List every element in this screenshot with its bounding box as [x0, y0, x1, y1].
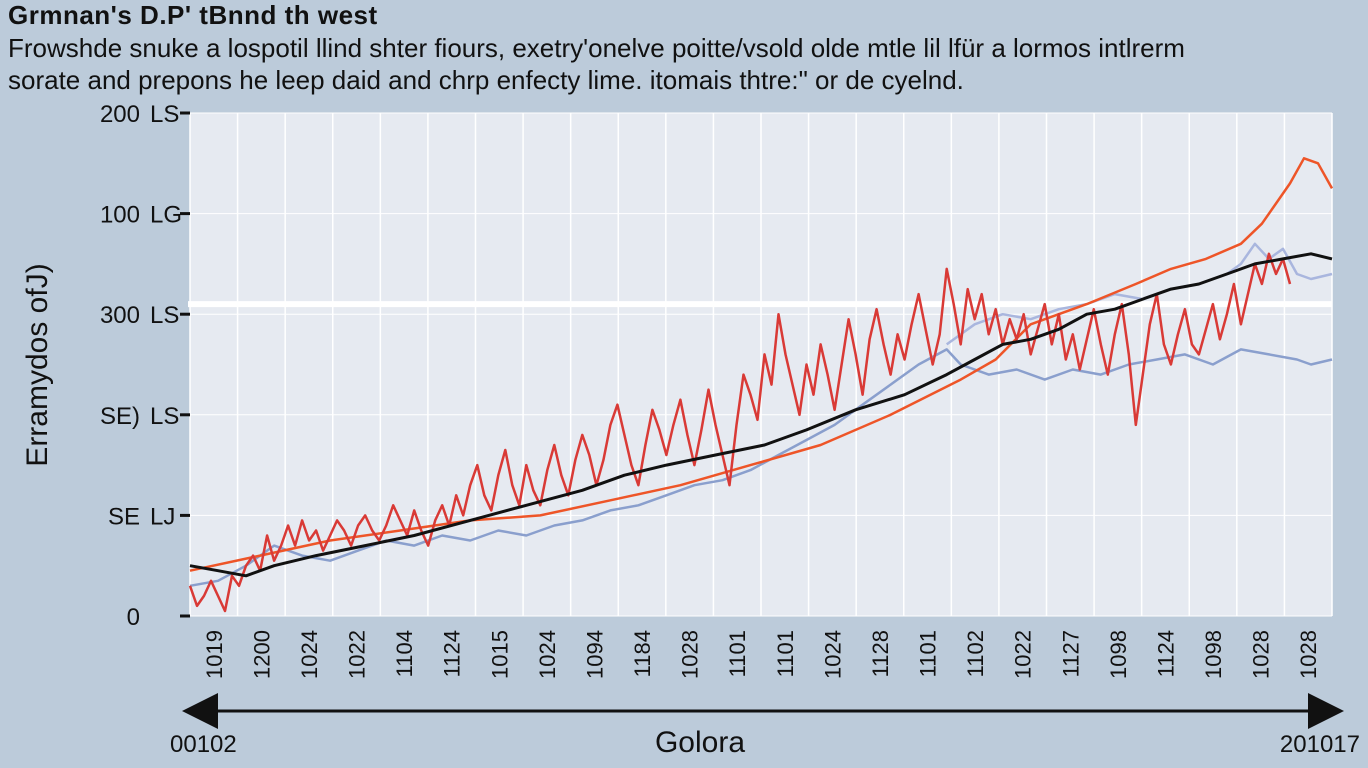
subtitle-line-2: sorate and prepons he leep daid and chrp… — [8, 65, 964, 95]
x-axis-label: Golora — [655, 726, 745, 759]
x-tick-label: 1022 — [1011, 630, 1036, 679]
x-tick-label: 1124 — [1153, 630, 1178, 677]
y-tick-label: 0 — [127, 604, 140, 631]
x-tick-label: 1104 — [392, 630, 417, 677]
y-tick-suffix: LG — [150, 202, 182, 229]
y-tick-label: SE — [108, 503, 140, 530]
y-tick-suffix: LJ — [150, 503, 175, 530]
series-group — [188, 157, 1334, 613]
series-line-red — [188, 252, 1292, 613]
chart-subtitle: Frowshde snuke a lospotil llind shter fi… — [8, 32, 1358, 96]
x-tick-label: 1184 — [630, 630, 655, 677]
x-tick-label: 1127 — [1058, 630, 1083, 677]
y-ticks: 200 LS 100 LG 300 LS SE) LS SE LJ 0 — [100, 101, 190, 631]
x-tick-label: 1102 — [963, 630, 988, 677]
x-tick-label: 1101 — [725, 630, 750, 677]
chart-title: Grmnan's D.P' tBnnd th west — [8, 0, 378, 30]
x-tick-label: 1094 — [582, 630, 607, 679]
y-tick-label: 200 — [100, 101, 140, 128]
x-tick-label: 1028 — [678, 630, 703, 679]
x-tick-label: 1101 — [773, 630, 798, 677]
x-tick-label: 1024 — [820, 630, 845, 679]
y-tick-suffix: LS — [150, 302, 179, 329]
subtitle-line-1: Frowshde snuke a lospotil llind shter fi… — [8, 33, 1185, 63]
x-tick-label: 1019 — [202, 630, 227, 679]
series-line-black — [189, 252, 1333, 578]
x-tick-label: 1124 — [440, 630, 465, 677]
grid — [188, 112, 1333, 617]
x-tick-label: 1024 — [297, 630, 322, 679]
x-tick-label: 1098 — [1106, 630, 1131, 679]
x-tick-label: 1022 — [345, 630, 370, 679]
x-tick-label: 1015 — [487, 630, 512, 679]
y-tick-label: 100 — [100, 202, 140, 229]
x-tick-label: 1098 — [1201, 630, 1226, 679]
x-tick-label: 1024 — [535, 630, 560, 679]
x-tick-label: 1200 — [249, 630, 274, 679]
y-tick-suffix: LS — [150, 403, 179, 430]
y-tick-label: SE) — [100, 403, 140, 430]
x-end-label: 201017 — [1280, 731, 1360, 758]
y-tick-suffix: LS — [150, 101, 179, 128]
y-tick-label: 300 — [100, 302, 140, 329]
y-axis-label: Erramydos ofJ) — [21, 263, 54, 466]
x-tick-label: 1128 — [868, 630, 893, 677]
x-tick-label: 1028 — [1296, 630, 1321, 679]
x-tick-label: 1101 — [916, 630, 941, 677]
x-tick-label: 1028 — [1249, 630, 1274, 679]
x-ticks: 1019 1200 1024 1022 1104 1124 1015 1024 1094 1184… — [202, 630, 1321, 679]
x-start-label: 00102 — [170, 731, 237, 758]
